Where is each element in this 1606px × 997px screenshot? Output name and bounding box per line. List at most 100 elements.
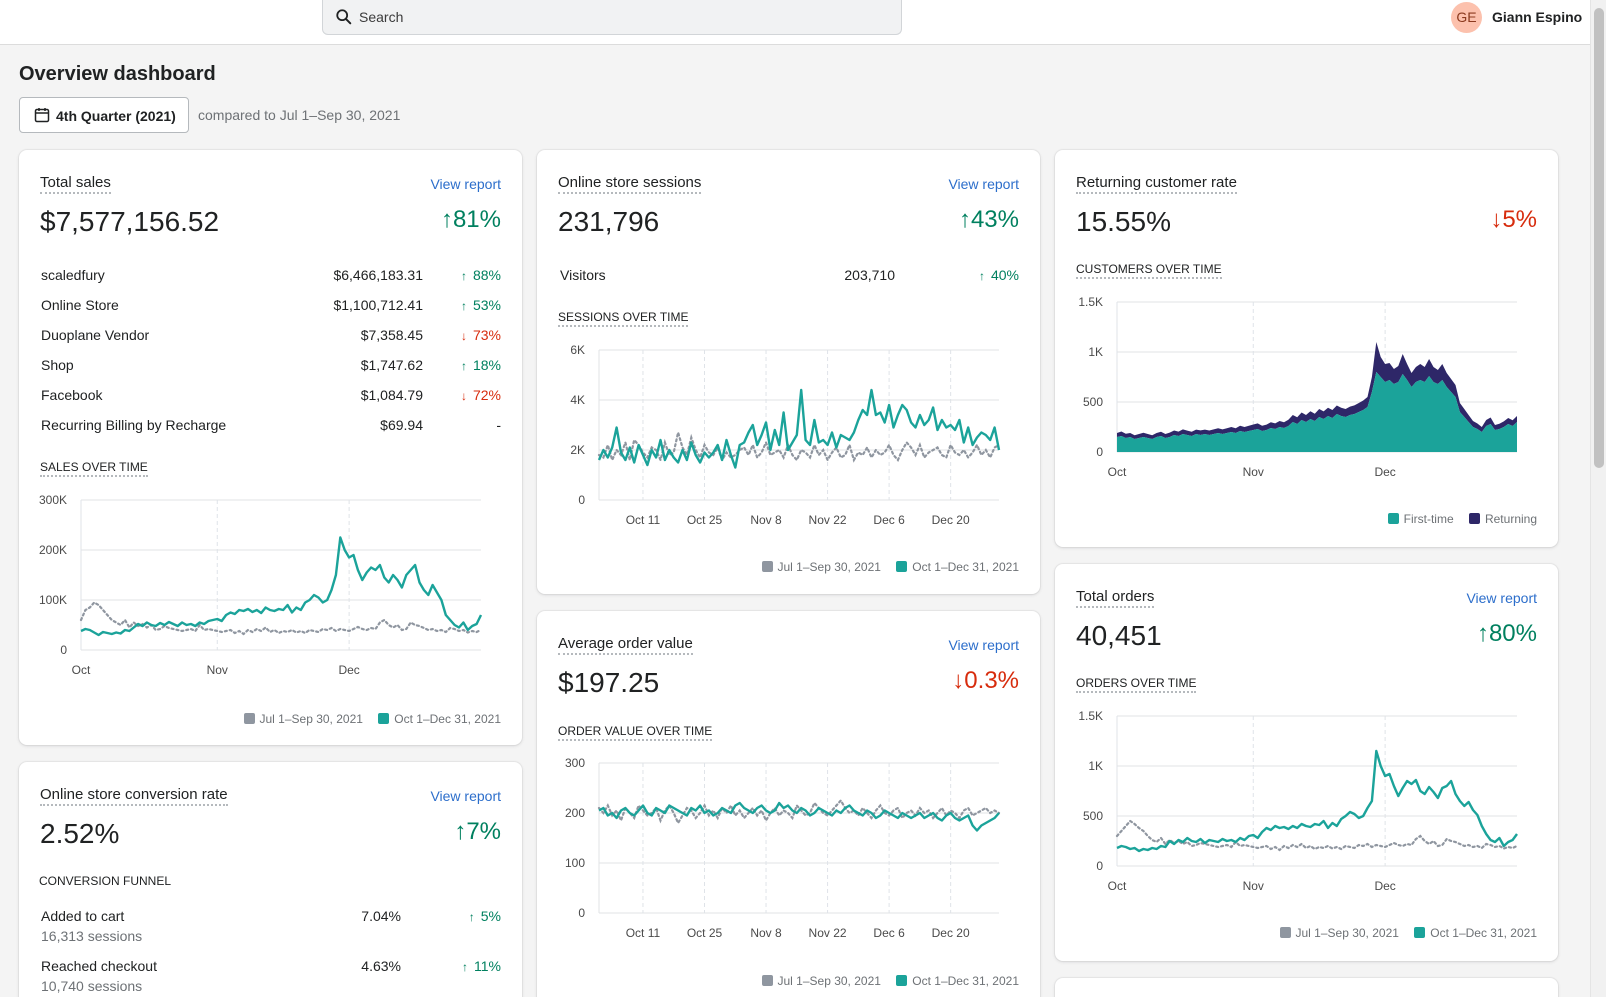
change-value: 11% — [474, 958, 501, 974]
chart-title[interactable]: ORDER VALUE OVER TIME — [558, 724, 713, 741]
row-sessions: 16,313 sessions — [41, 928, 143, 944]
total-orders-change: ↑80% — [1477, 620, 1537, 648]
scrollbar-thumb[interactable] — [1594, 8, 1604, 468]
x-tick-label: Dec 6 — [873, 926, 905, 940]
row-change: ↓ 73% — [461, 327, 501, 343]
row-value: 203,710 — [844, 267, 895, 283]
change-value: 53% — [472, 297, 501, 313]
sessions-chart: 0 2K 4K 6K Oct 11 Oct 25 Nov 8 Nov 22 Dec 6 Dec 2… — [570, 343, 1001, 527]
y-tick-label: 1K — [1088, 759, 1103, 773]
x-tick-label: Dec 20 — [932, 926, 970, 940]
y-tick-label: 300 — [565, 756, 585, 770]
y-tick-label: 6K — [570, 343, 585, 357]
legend-label: Jul 1–Sep 30, 2021 — [777, 560, 881, 574]
returning-rate-change: ↓5% — [1490, 206, 1537, 234]
card-title[interactable]: Online store sessions — [558, 174, 702, 194]
x-tick-label: Dec — [338, 663, 359, 677]
search-icon — [336, 9, 352, 25]
x-tick-label: Dec — [1374, 465, 1395, 479]
visitors-row: Visitors 203,710 ↑ 40% — [560, 267, 1019, 287]
x-tick-label: Nov 22 — [809, 926, 847, 940]
series-line-previous — [597, 432, 1001, 464]
x-tick-label: Nov — [1243, 465, 1264, 479]
row-change: ↑ 18% — [461, 357, 501, 373]
user-name[interactable]: Giann Espino — [1492, 9, 1583, 25]
view-report-link[interactable]: View report — [948, 176, 1019, 192]
arrow-down-icon: ↓ — [460, 389, 467, 403]
arrow-up-icon: ↑ — [454, 818, 467, 845]
row-change: ↑ 88% — [461, 267, 501, 283]
card-title[interactable]: Online store conversion rate — [40, 786, 228, 806]
arrow-up-icon: ↑ — [460, 269, 467, 283]
card-title[interactable]: Average order value — [558, 635, 693, 655]
legend-item-returning[interactable]: Returning — [1468, 512, 1537, 526]
x-tick-label: Nov — [207, 663, 228, 677]
top-bar: Search GE Giann Espino — [0, 0, 1590, 45]
y-tick-label: 0 — [1096, 445, 1103, 459]
series-line-previous — [1115, 819, 1519, 852]
search-placeholder: Search — [359, 9, 404, 25]
arrow-up-icon: ↑ — [1476, 620, 1489, 647]
x-tick-label: Oct — [72, 663, 91, 677]
page-title: Overview dashboard — [19, 63, 216, 85]
change-value: 18% — [472, 357, 501, 373]
chart-title[interactable]: SESSIONS OVER TIME — [558, 310, 689, 327]
change-value: 40% — [990, 267, 1019, 283]
chart-title[interactable]: ORDERS OVER TIME — [1076, 676, 1197, 693]
row-change: ↑ 40% — [979, 267, 1019, 283]
change-value: 73% — [472, 327, 501, 343]
total-sales-card: Total sales View report $7,577,156.52 ↑8… — [19, 150, 522, 745]
legend-item-previous[interactable]: Jul 1–Sep 30, 2021 — [761, 560, 881, 574]
sales-channel-row: Online Store $1,100,712.41 ↑ 53% — [41, 297, 501, 317]
legend-item-current[interactable]: Oct 1–Dec 31, 2021 — [896, 560, 1019, 574]
row-change: ↑ 53% — [461, 297, 501, 313]
customers-chart: 0 500 1K 1.5K Oct Nov Dec — [1078, 295, 1517, 479]
search-input[interactable]: Search — [322, 0, 902, 35]
row-value: 7.04% — [361, 908, 401, 924]
legend-item-previous[interactable]: Jul 1–Sep 30, 2021 — [1279, 926, 1399, 940]
view-report-link[interactable]: View report — [430, 176, 501, 192]
arrow-down-icon: ↓ — [952, 667, 965, 694]
funnel-row: Added to cart 16,313 sessions 7.04% ↑ 5% — [41, 908, 501, 944]
arrow-up-icon: ↑ — [958, 206, 971, 233]
sales-channel-row: Duoplane Vendor $7,358.45 ↓ 73% — [41, 327, 501, 347]
orders-chart: 0 500 1K 1.5K Oct Nov Dec — [1078, 709, 1519, 893]
card-title[interactable]: Total sales — [40, 174, 111, 194]
view-report-link[interactable]: View report — [430, 788, 501, 804]
view-report-link[interactable]: View report — [948, 637, 1019, 653]
page-scrollbar[interactable] — [1590, 0, 1606, 997]
legend-item-previous[interactable]: Jul 1–Sep 30, 2021 — [243, 712, 363, 726]
arrow-down-icon: ↓ — [460, 329, 467, 343]
series-line-current — [1116, 749, 1518, 853]
y-tick-label: 0 — [1096, 859, 1103, 873]
sales-channel-row: Shop $1,747.62 ↑ 18% — [41, 357, 501, 377]
legend-label: Returning — [1484, 512, 1537, 526]
series-line-previous — [79, 601, 483, 636]
returning-rate-value: 15.55% — [1076, 206, 1171, 237]
legend-item-current[interactable]: Oct 1–Dec 31, 2021 — [1414, 926, 1537, 940]
chart-title[interactable]: CUSTOMERS OVER TIME — [1076, 262, 1222, 279]
sales-channel-row: scaledfury $6,466,183.31 ↑ 88% — [41, 267, 501, 287]
legend-item-first-time[interactable]: First-time — [1387, 512, 1454, 526]
date-range-button[interactable]: 4th Quarter (2021) — [19, 97, 189, 133]
row-label: Facebook — [41, 387, 103, 403]
card-title[interactable]: Returning customer rate — [1076, 174, 1237, 194]
arrow-up-icon: ↑ — [468, 910, 475, 924]
y-tick-label: 500 — [1083, 809, 1103, 823]
y-tick-label: 4K — [570, 393, 585, 407]
change-value: 81% — [452, 206, 501, 233]
card-title[interactable]: Total orders — [1076, 588, 1155, 608]
legend-item-previous[interactable]: Jul 1–Sep 30, 2021 — [761, 974, 881, 988]
chart-title[interactable]: SALES OVER TIME — [40, 460, 148, 477]
x-tick-label: Oct 25 — [687, 926, 723, 940]
chart-legend: Jul 1–Sep 30, 2021 Oct 1–Dec 31, 2021 — [761, 560, 1019, 574]
sessions-value: 231,796 — [558, 206, 660, 237]
avatar[interactable]: GE — [1451, 2, 1482, 33]
x-tick-label: Nov 22 — [809, 513, 847, 527]
legend-item-current[interactable]: Oct 1–Dec 31, 2021 — [378, 712, 501, 726]
order-value-chart: 0 100 200 300 Oct 11 Oct 25 Nov 8 Nov 22 Dec 6 De… — [565, 756, 1001, 940]
legend-item-current[interactable]: Oct 1–Dec 31, 2021 — [896, 974, 1019, 988]
view-report-link[interactable]: View report — [1466, 590, 1537, 606]
row-value: $6,466,183.31 — [333, 267, 423, 283]
arrow-down-icon: ↓ — [1490, 206, 1503, 233]
